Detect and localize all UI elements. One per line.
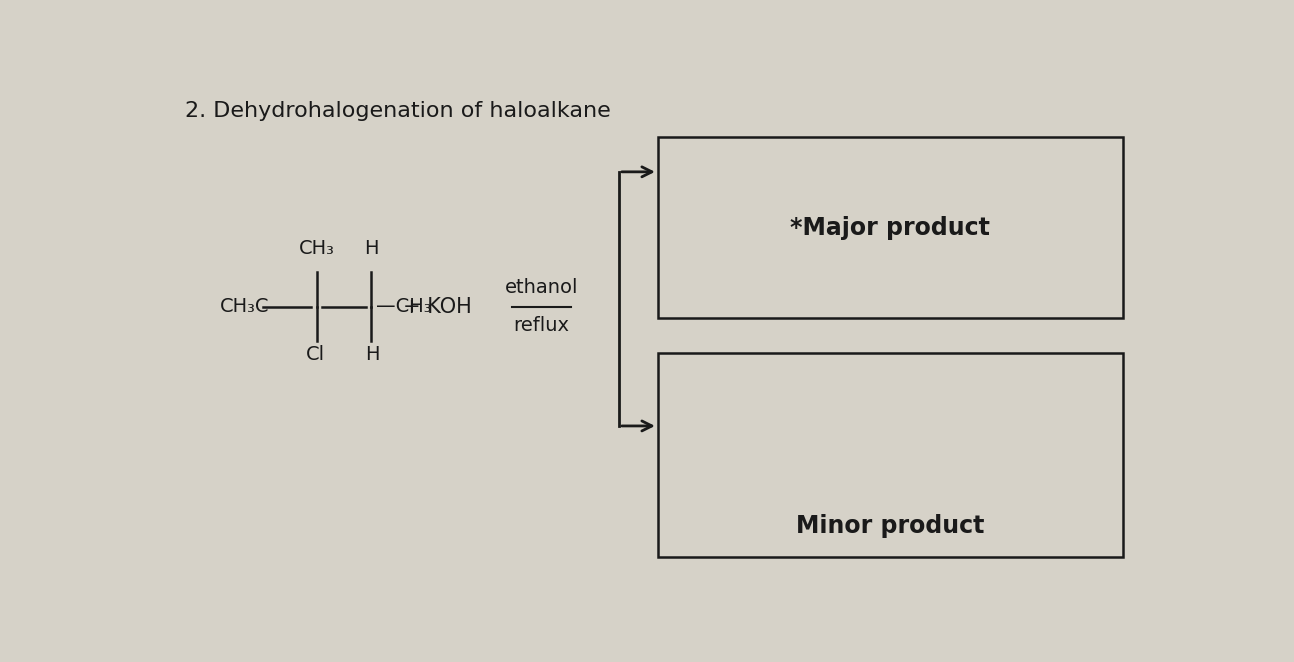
Text: CH₃: CH₃: [299, 239, 335, 258]
Text: reflux: reflux: [514, 316, 569, 335]
Text: H: H: [364, 239, 378, 258]
Text: Minor product: Minor product: [796, 514, 985, 538]
Text: Cl: Cl: [305, 345, 325, 364]
Bar: [657, 137, 1123, 318]
Text: + KOH: + KOH: [402, 297, 471, 316]
Text: CH₃C: CH₃C: [220, 297, 269, 316]
Bar: [657, 353, 1123, 557]
Text: —CH₃: —CH₃: [377, 297, 432, 316]
Text: H: H: [365, 345, 380, 364]
Text: *Major product: *Major product: [791, 216, 990, 240]
Text: 2. Dehydrohalogenation of haloalkane: 2. Dehydrohalogenation of haloalkane: [185, 101, 611, 121]
Text: ethanol: ethanol: [505, 278, 578, 297]
